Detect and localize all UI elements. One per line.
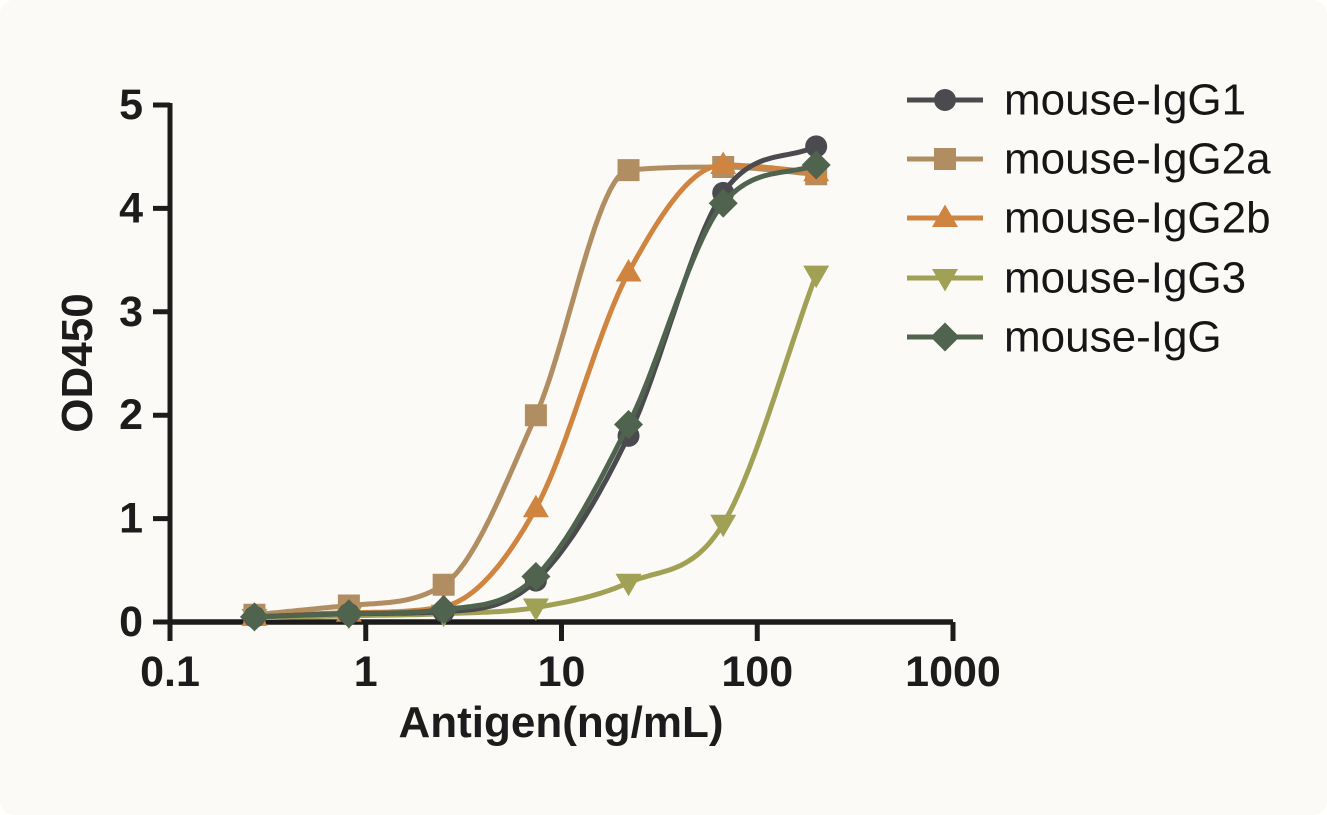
marker-mouse-IgG [521, 562, 551, 592]
marker-mouse-IgG [239, 602, 269, 632]
marker-mouse-IgG [334, 599, 364, 629]
marker-mouse-IgG [708, 188, 738, 218]
marker-mouse-IgG2a [617, 159, 640, 182]
legend-group: mouse-IgG1 mouse-IgG2a mouse-IgG2b mouse-Ig… [907, 76, 1271, 362]
marker-mouse-IgG1 [805, 135, 828, 158]
x-tick-label: 0.1 [140, 648, 200, 696]
x-tick-label: 10 [538, 648, 586, 696]
marker-mouse-IgG2a [524, 404, 547, 427]
legend-label: mouse-IgG3 [1004, 254, 1246, 303]
y-tick-label: 3 [119, 288, 143, 336]
y-tick-label: 2 [119, 391, 143, 439]
legend-label: mouse-IgG2b [1004, 194, 1271, 243]
legend-triangle-down-icon [932, 269, 958, 292]
marker-mouse-IgG [614, 410, 644, 440]
legend-square-icon [934, 148, 956, 170]
legend-circle-icon [934, 89, 956, 111]
series-group [239, 135, 831, 632]
y-axis-title: OD450 [53, 293, 102, 432]
y-tick-label: 1 [119, 495, 143, 543]
x-tick-label: 1 [354, 648, 378, 696]
legend-entry-mouse-IgG2a: mouse-IgG2a [907, 135, 1271, 184]
axes-group: 0 1 2 3 4 5 0.1 1 10 100 1000 [119, 81, 1001, 696]
x-axis-title: Antigen(ng/mL) [398, 698, 723, 747]
legend-label: mouse-IgG2a [1004, 135, 1271, 184]
series-line-mouse-IgG1 [251, 143, 819, 620]
marker-mouse-IgG2b [710, 151, 737, 174]
marker-mouse-IgG2b [615, 259, 642, 282]
marker-mouse-IgG3 [710, 514, 737, 538]
y-tick-label: 4 [119, 184, 143, 232]
y-tick-label: 5 [119, 81, 143, 129]
marker-mouse-IgG [429, 595, 459, 625]
x-tick-label: 100 [721, 648, 793, 696]
marker-mouse-IgG [801, 150, 831, 180]
legend-label: mouse-IgG [1004, 313, 1222, 362]
legend-label: mouse-IgG1 [1004, 76, 1246, 125]
marker-mouse-IgG3 [522, 598, 549, 622]
legend-entry-mouse-IgG: mouse-IgG [907, 313, 1222, 362]
legend-triangle-up-icon [932, 204, 958, 227]
legend-entry-mouse-IgG1: mouse-IgG1 [907, 76, 1246, 125]
x-tick-label: 1000 [905, 648, 1001, 696]
marker-mouse-IgG3 [615, 573, 642, 597]
marker-mouse-IgG3 [803, 265, 830, 289]
marker-mouse-IgG2b [522, 494, 549, 518]
legend-diamond-icon [930, 322, 960, 352]
y-tick-label: 0 [119, 598, 143, 646]
marker-mouse-IgG2a [432, 573, 455, 596]
series-line-mouse-IgG [251, 162, 819, 620]
legend-entry-mouse-IgG3: mouse-IgG3 [907, 254, 1246, 303]
series-line-mouse-IgG2a [251, 164, 819, 618]
series-line-mouse-IgG2b [251, 162, 819, 620]
legend-entry-mouse-IgG2b: mouse-IgG2b [907, 194, 1271, 243]
